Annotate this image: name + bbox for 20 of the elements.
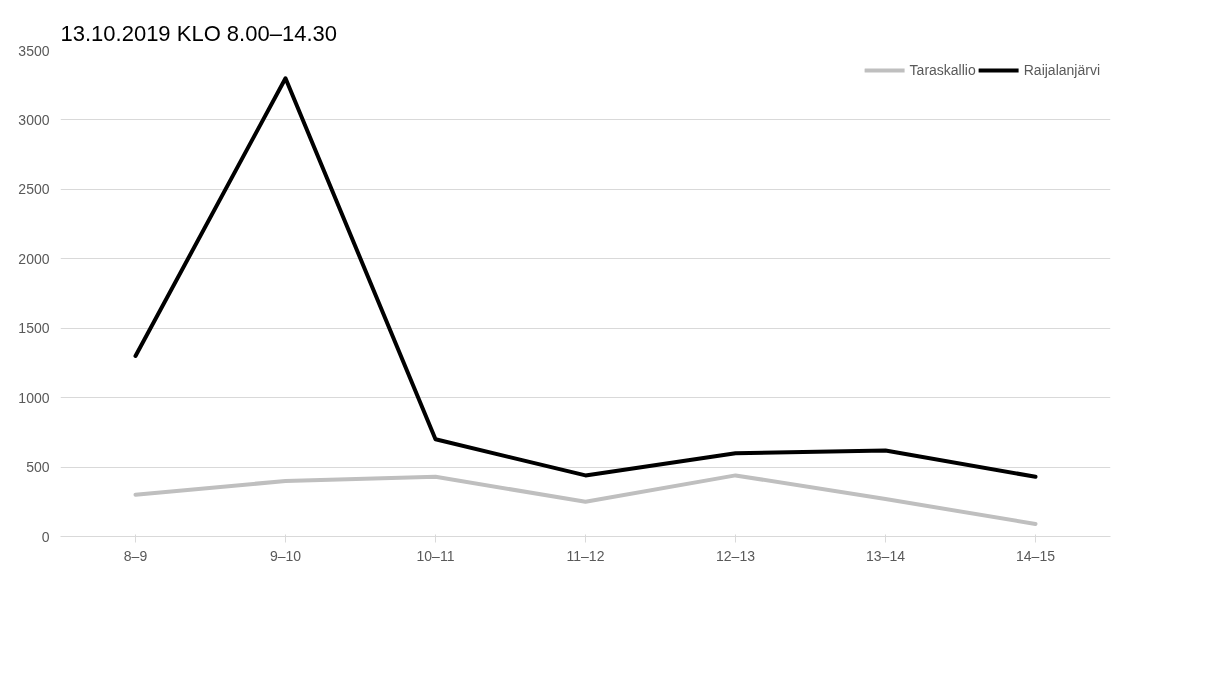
x-tick-label: 10–11: [416, 547, 455, 564]
legend-label: Raijalanjärvi: [1023, 62, 1100, 78]
y-tick-label: 2000: [18, 250, 50, 267]
y-tick-label: 1000: [18, 389, 50, 406]
x-tick-label: 13–14: [866, 547, 906, 564]
x-tick-label: 9–10: [269, 547, 302, 564]
x-tick-label: 12–13: [716, 547, 756, 564]
x-tick-label: 8–9: [123, 547, 148, 564]
y-tick-label: 500: [26, 459, 50, 476]
x-tick-label: 11–12: [566, 547, 605, 564]
legend-label: Taraskallio: [909, 62, 976, 78]
line-series: [133, 473, 1038, 526]
chart-title: 13.10.2019 KLO 8.00–14.30: [60, 20, 337, 46]
line-series: [133, 76, 1038, 479]
y-tick-label: 2500: [18, 181, 50, 198]
y-tick-label: 1500: [18, 320, 50, 337]
x-tick-label: 14–15: [1016, 547, 1056, 564]
y-tick-label: 0: [41, 528, 50, 545]
y-tick-label: 3000: [18, 111, 50, 128]
y-tick-label: 3500: [18, 42, 50, 59]
